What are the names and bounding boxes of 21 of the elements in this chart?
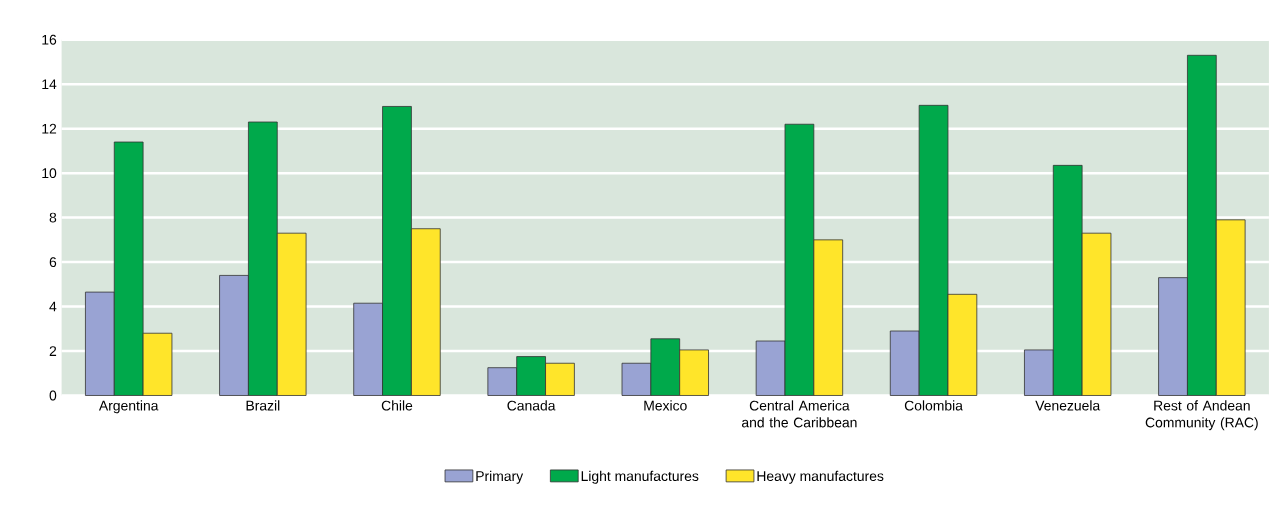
y-tick-label: 10 bbox=[42, 168, 57, 179]
x-tick-label: Venezuela bbox=[1035, 400, 1101, 411]
legend-label: Light manufactures bbox=[581, 470, 699, 484]
x-tick-label: Brazil bbox=[246, 400, 280, 411]
x-tick-label: Mexico bbox=[644, 400, 687, 411]
x-tick-label: Rest of Andean Community (RAC) bbox=[1145, 400, 1258, 431]
legend-label: Heavy manufactures bbox=[757, 470, 884, 484]
y-tick-label: 4 bbox=[49, 301, 57, 312]
y-tick-label: 8 bbox=[49, 212, 57, 223]
legend-label: Primary bbox=[476, 470, 524, 484]
y-tick-label: 6 bbox=[49, 257, 57, 268]
x-tick-label: Chile bbox=[381, 400, 413, 411]
y-tick-label: 2 bbox=[49, 346, 57, 356]
y-tick-label: 16 bbox=[42, 34, 57, 45]
x-tick-label: Canada bbox=[507, 400, 556, 411]
y-tick-label: 0 bbox=[49, 390, 57, 401]
y-tick-label: 12 bbox=[42, 123, 57, 134]
x-tick-label: Argentina bbox=[98, 400, 159, 414]
x-tick-label: Central America and the Caribbean bbox=[742, 400, 857, 428]
x-tick-label: Colombia bbox=[904, 400, 963, 411]
y-tick-label: 14 bbox=[42, 79, 57, 90]
